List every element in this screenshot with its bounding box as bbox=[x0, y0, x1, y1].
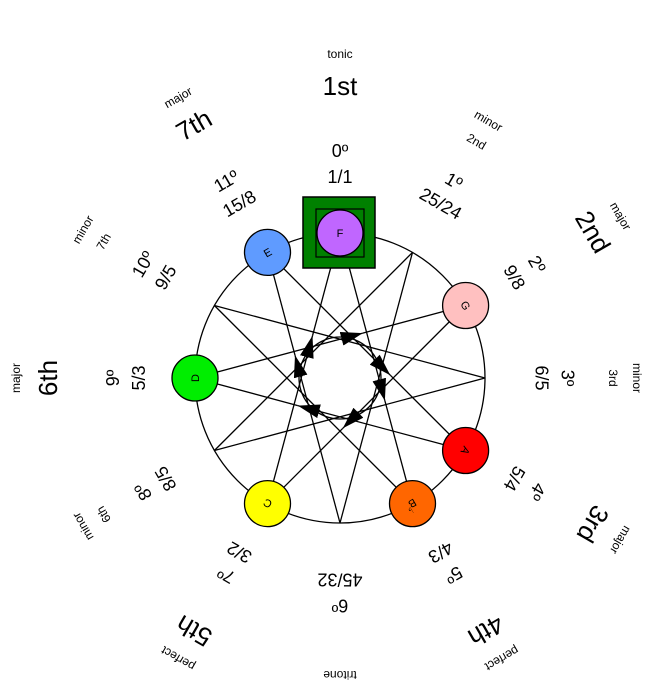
degree-label: tonic bbox=[327, 47, 352, 61]
note-label: F bbox=[337, 228, 344, 240]
star-line bbox=[213, 305, 413, 505]
degree-label: 6th bbox=[33, 360, 63, 396]
degree-label: tritone bbox=[323, 668, 357, 682]
star-polygon bbox=[194, 232, 486, 524]
note-b-flat: B♭ bbox=[388, 479, 437, 528]
degree-label: minor bbox=[69, 510, 96, 543]
degree-label: major bbox=[9, 363, 23, 393]
star-line bbox=[267, 251, 391, 376]
degree-label: 7th bbox=[171, 103, 217, 147]
degree-label: 6/5 bbox=[531, 365, 551, 390]
note-d: D bbox=[171, 354, 219, 402]
outer-ring bbox=[194, 232, 486, 524]
degree-labels: 1/10ºtonic1st25/241ºminor2nd9/82ºmajor2n… bbox=[9, 47, 644, 682]
degree-label: 5/3 bbox=[129, 365, 149, 390]
degree-label: major bbox=[607, 523, 634, 556]
degree-label: 2nd bbox=[464, 131, 488, 153]
flat-mark: ♭ bbox=[406, 505, 415, 516]
degree-label: 5º bbox=[441, 562, 466, 588]
degree-label: 9/5 bbox=[151, 262, 181, 294]
degree-label: minor bbox=[69, 213, 96, 246]
star-line bbox=[214, 304, 486, 379]
degree-label: 4/3 bbox=[425, 537, 457, 567]
degree-label: 3rd bbox=[606, 369, 620, 386]
degree-label: 5th bbox=[171, 609, 217, 653]
note-a: A bbox=[441, 426, 490, 475]
degree-label: 3/2 bbox=[224, 537, 256, 567]
note-e: E bbox=[243, 228, 292, 277]
degree-label: 1º bbox=[441, 168, 466, 194]
degree-label: 5/4 bbox=[499, 463, 529, 495]
degree-label: 3º bbox=[557, 370, 577, 387]
star-line bbox=[266, 335, 314, 504]
note-circle bbox=[171, 354, 219, 402]
degree-label: 2º bbox=[524, 252, 550, 277]
star-line bbox=[342, 305, 467, 429]
star-line bbox=[297, 404, 466, 452]
star-line bbox=[339, 252, 414, 524]
note-markers: F G AB♭ C D E bbox=[171, 209, 490, 528]
degree-label: major bbox=[607, 200, 634, 233]
note-circle bbox=[243, 228, 292, 277]
degree-label: 7th bbox=[93, 231, 113, 252]
degree-label: minor bbox=[630, 363, 644, 393]
degree-label: 45/32 bbox=[317, 569, 362, 589]
star-line bbox=[194, 332, 363, 379]
degree-label: 6th bbox=[93, 504, 113, 525]
note-g: G bbox=[441, 281, 490, 330]
note-circle bbox=[243, 479, 292, 528]
degree-label: 4th bbox=[463, 609, 509, 653]
degree-label: 9º bbox=[103, 369, 123, 386]
note-circle bbox=[441, 281, 490, 330]
degree-label: 8º bbox=[130, 479, 156, 504]
degree-label: 6º bbox=[331, 595, 348, 615]
degree-label: major bbox=[162, 84, 195, 111]
degree-label: 8/5 bbox=[151, 463, 181, 495]
degree-label: 1/1 bbox=[327, 167, 352, 187]
degree-label: 2nd bbox=[569, 206, 617, 259]
star-line bbox=[213, 251, 413, 451]
note-label: D bbox=[190, 374, 202, 382]
degree-label: 11º bbox=[210, 166, 242, 196]
star-line bbox=[214, 377, 486, 452]
note-circle bbox=[316, 209, 364, 257]
star-line bbox=[293, 355, 341, 524]
tonic-box-inner bbox=[315, 208, 365, 258]
degree-label: 9/8 bbox=[499, 262, 529, 294]
degree-label: 3rd bbox=[571, 500, 616, 548]
degree-label: 0º bbox=[332, 141, 349, 161]
degree-label: 4º bbox=[524, 479, 550, 504]
note-circle bbox=[388, 479, 437, 528]
inner-ring bbox=[298, 336, 382, 420]
note-c: C bbox=[243, 479, 292, 528]
note-circle bbox=[441, 426, 490, 475]
degree-label: 1st bbox=[323, 71, 358, 101]
degree-label: 7º bbox=[214, 562, 239, 588]
note-f: F bbox=[316, 209, 364, 257]
degree-label: minor bbox=[472, 107, 505, 134]
